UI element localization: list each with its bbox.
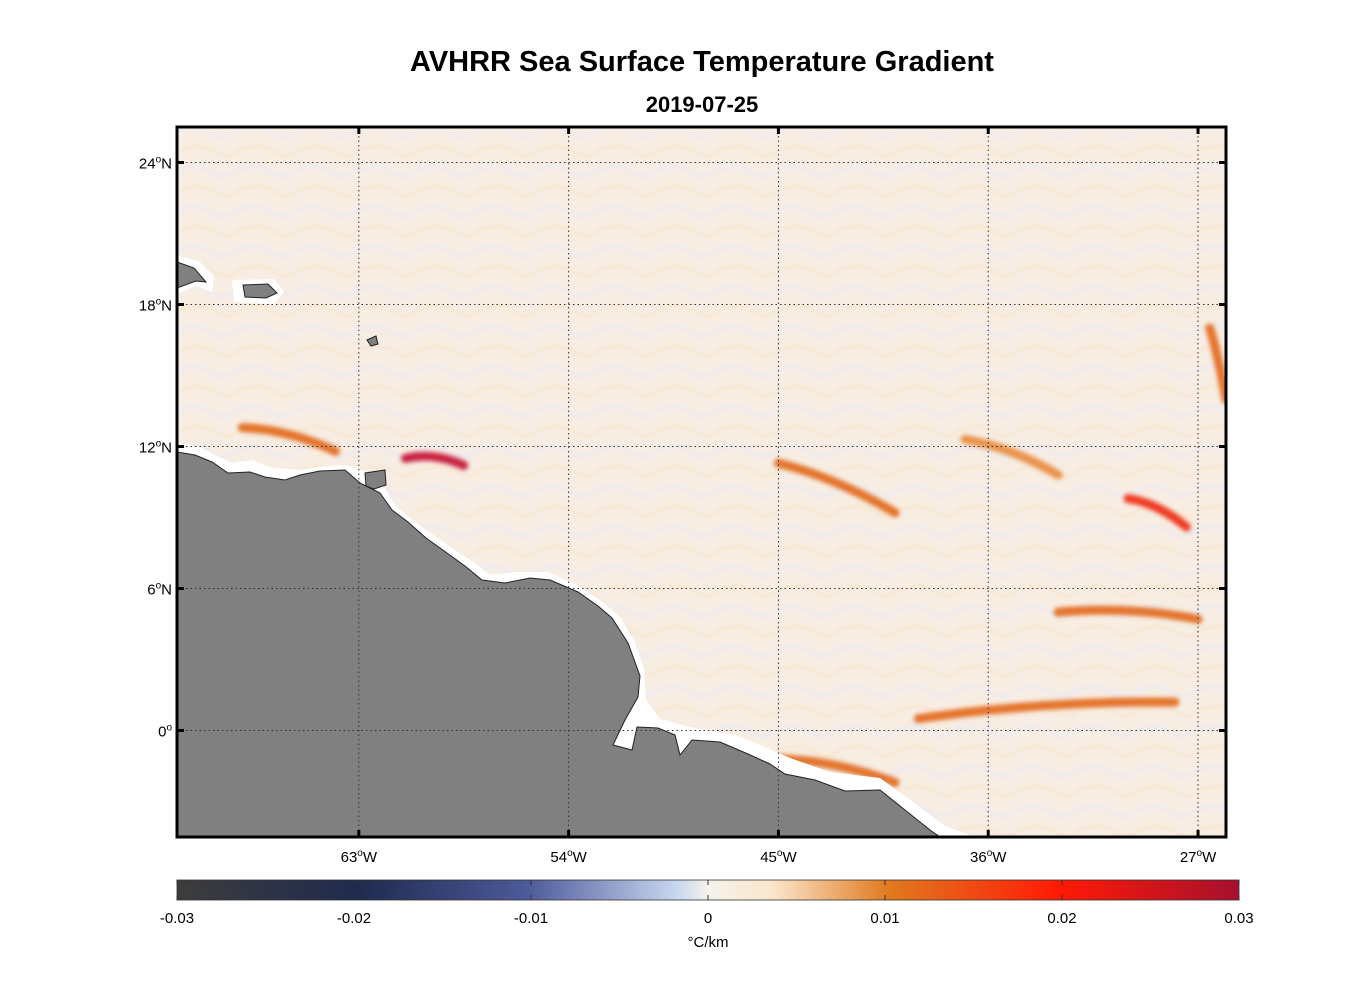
gradient-front xyxy=(773,458,900,518)
lat-tick-label: 0o xyxy=(158,723,172,741)
land-mask xyxy=(177,255,975,837)
lat-tick-label: 6oN xyxy=(147,581,172,599)
lon-tick-label: 36oW xyxy=(970,848,1007,866)
map-subtitle: 2019-07-25 xyxy=(645,92,759,117)
graticule xyxy=(177,127,1226,837)
lon-tick-label: 54oW xyxy=(550,848,587,866)
puerto-rico-island xyxy=(242,283,278,299)
colorbar: -0.03 -0.02 -0.01 0 0.01 0.02 0.03 °C/km xyxy=(160,879,1254,951)
caribbean-island xyxy=(177,261,208,289)
colorbar-tick-label: 0 xyxy=(704,910,712,927)
colorbar-tick-label: 0.01 xyxy=(870,910,899,927)
lat-tick-label: 18oN xyxy=(139,297,172,315)
map-title: AVHRR Sea Surface Temperature Gradient xyxy=(410,46,994,78)
colorbar-ticks: -0.03 -0.02 -0.01 0 0.01 0.02 0.03 xyxy=(160,880,1254,927)
south-america-land xyxy=(177,451,941,837)
axis-ticks xyxy=(177,127,1226,837)
colorbar-tick-label: -0.01 xyxy=(514,910,548,927)
colorbar-tick-label: -0.03 xyxy=(160,910,194,927)
gradient-front xyxy=(1053,605,1203,624)
small-island xyxy=(366,335,379,347)
trinidad-island xyxy=(364,469,387,490)
lon-tick-label: 45oW xyxy=(760,848,797,866)
colorbar-tick-label: 0.03 xyxy=(1224,910,1253,927)
gradient-front xyxy=(960,434,1063,480)
colorbar-tick-label: -0.02 xyxy=(337,910,371,927)
gradient-front xyxy=(237,423,341,456)
lon-tick-label: 63oW xyxy=(341,848,378,866)
lat-tick-label: 24oN xyxy=(139,155,172,173)
colorbar-unit-label: °C/km xyxy=(688,934,729,951)
lon-tick-label: 27oW xyxy=(1180,848,1217,866)
map-frame xyxy=(175,125,1228,839)
gradient-front xyxy=(400,451,469,470)
colorbar-tick-label: 0.02 xyxy=(1047,910,1076,927)
gradient-front xyxy=(1123,494,1191,532)
gradient-front xyxy=(1205,323,1226,404)
axis-tick-labels: 24oN 18oN 12oN 6oN 0o 63oW 54oW 45oW 36oW 27oW xyxy=(139,155,1217,867)
gradient-front xyxy=(913,697,1180,724)
lat-tick-label: 12oN xyxy=(139,439,172,457)
gradient-fronts xyxy=(237,323,1226,788)
